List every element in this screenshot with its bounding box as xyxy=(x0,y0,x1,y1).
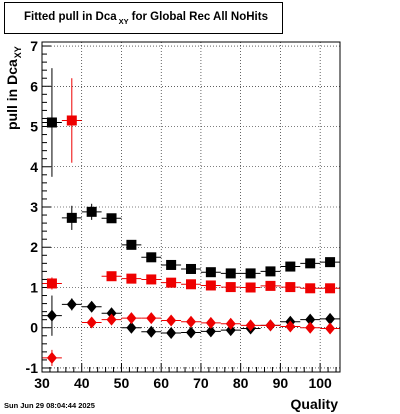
data-point-diamond xyxy=(126,312,137,325)
data-point-square xyxy=(46,278,57,289)
data-point-diamond xyxy=(305,321,316,334)
data-point-square xyxy=(146,274,157,285)
data-point-diamond xyxy=(46,351,57,364)
chart-title-subscript: XY xyxy=(118,17,129,26)
y-tick-label: 6 xyxy=(30,78,38,94)
data-point-square xyxy=(285,282,296,293)
y-tick-label: 3 xyxy=(30,199,38,215)
y-tick-label: 2 xyxy=(30,239,38,255)
y-tick-label: 1 xyxy=(30,279,38,295)
data-point-square xyxy=(166,259,177,270)
y-tick-label: 5 xyxy=(30,119,38,135)
series-square-red xyxy=(42,78,340,294)
data-point-diamond xyxy=(325,322,336,335)
data-point-square xyxy=(126,239,137,250)
series-diamond-black xyxy=(42,295,340,339)
date-stamp: Sun Jun 29 08:04:44 2025 xyxy=(4,401,95,410)
data-point-square xyxy=(186,263,196,274)
data-point-diamond xyxy=(186,326,196,339)
y-axis-label: pull in DcaXY xyxy=(4,46,23,130)
data-point-diamond xyxy=(305,313,316,326)
plot-frame xyxy=(41,41,341,373)
y-axis-label-subscript: XY xyxy=(13,46,23,59)
data-point-diamond xyxy=(186,315,196,328)
data-point-square xyxy=(285,261,296,272)
data-point-square xyxy=(186,279,196,290)
x-tick-label: 30 xyxy=(34,375,50,391)
data-point-diamond xyxy=(146,325,157,338)
data-point-diamond xyxy=(106,313,117,326)
x-tick-label: 40 xyxy=(74,375,90,391)
data-point-diamond xyxy=(245,319,256,332)
data-point-diamond xyxy=(225,324,236,337)
x-tick-label: 70 xyxy=(193,375,209,391)
data-point-diamond xyxy=(106,307,117,320)
x-tick-label: 100 xyxy=(308,375,332,391)
ticks-layer: 30 40 50 60 70 80 90 100 -1 0 1 2 3 4 5 6 7 xyxy=(26,38,337,391)
y-tick-label: 7 xyxy=(30,38,38,54)
data-point-diamond xyxy=(66,298,77,311)
series-diamond-red xyxy=(42,312,340,366)
x-tick-label: 60 xyxy=(153,375,169,391)
data-point-diamond xyxy=(86,316,97,329)
y-tick-label: -1 xyxy=(26,360,39,376)
data-point-square xyxy=(205,267,216,278)
grid-layer xyxy=(41,42,340,372)
data-point-square xyxy=(225,282,236,293)
series-layer xyxy=(42,68,340,366)
data-point-diamond xyxy=(46,309,57,322)
data-point-diamond xyxy=(225,317,236,330)
title-box: Fitted pull in Dca XY for Global Rec All N… xyxy=(4,2,283,34)
data-point-square xyxy=(46,117,57,128)
data-point-diamond xyxy=(205,325,216,338)
x-axis-label: Quality xyxy=(290,396,338,412)
series-square-black xyxy=(42,68,340,279)
data-point-square xyxy=(66,115,77,126)
data-point-diamond xyxy=(86,300,97,313)
data-point-square xyxy=(245,282,256,293)
data-point-diamond xyxy=(325,312,336,325)
data-point-square xyxy=(106,271,117,282)
x-tick-label: 80 xyxy=(233,375,249,391)
data-point-square xyxy=(305,258,316,269)
data-point-square xyxy=(325,257,336,268)
data-point-square xyxy=(265,280,276,291)
data-point-square xyxy=(245,268,256,279)
data-point-square xyxy=(146,252,157,263)
data-point-diamond xyxy=(166,314,177,327)
chart-title-main: Fitted pull in Dca xyxy=(24,11,117,23)
y-tick-label: 4 xyxy=(30,159,38,175)
y-tick-label: 0 xyxy=(30,320,38,336)
data-point-square xyxy=(205,280,216,291)
data-point-square xyxy=(106,213,117,224)
data-point-diamond xyxy=(166,326,177,339)
data-point-diamond xyxy=(205,316,216,329)
data-point-square xyxy=(305,283,316,294)
data-point-diamond xyxy=(126,321,137,334)
data-point-square xyxy=(126,273,137,284)
chart-title: Fitted pull in Dca XY for Global Rec All N… xyxy=(24,11,268,26)
x-tick-label: 90 xyxy=(273,375,289,391)
data-point-square xyxy=(325,283,336,294)
data-point-square xyxy=(265,266,276,277)
data-point-diamond xyxy=(146,312,157,325)
y-axis-label-main: pull in Dca xyxy=(4,59,20,130)
x-tick-label: 50 xyxy=(114,375,130,391)
data-point-square xyxy=(86,206,97,217)
data-point-square xyxy=(66,212,77,223)
data-point-diamond xyxy=(285,320,296,333)
data-point-square xyxy=(225,268,236,279)
data-point-square xyxy=(166,277,177,288)
data-point-diamond xyxy=(265,319,276,332)
chart-title-tail: for Global Rec All NoHits xyxy=(131,11,268,23)
